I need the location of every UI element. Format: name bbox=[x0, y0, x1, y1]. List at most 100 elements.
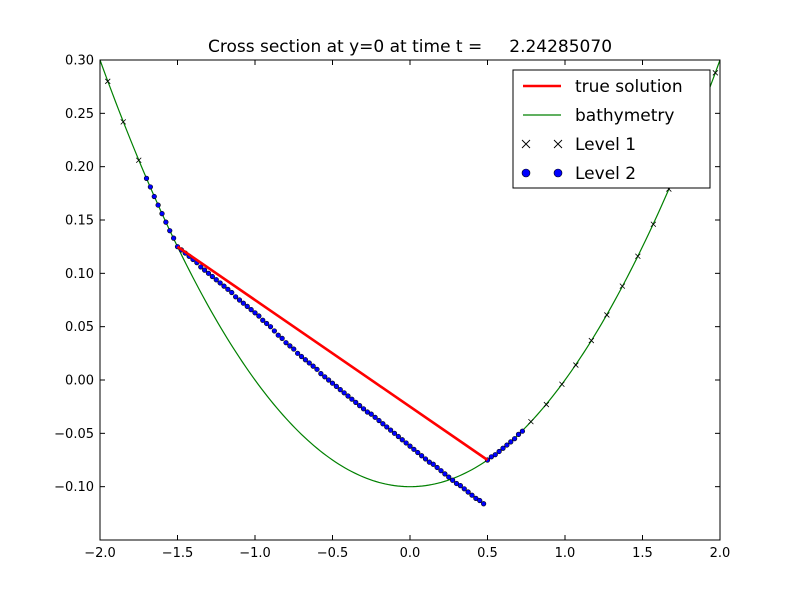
level-2-marker bbox=[233, 294, 239, 300]
legend-swatch-dot bbox=[553, 168, 563, 178]
level-2-marker bbox=[512, 436, 518, 442]
level-1-marker bbox=[543, 401, 550, 408]
level-2-marker bbox=[481, 501, 487, 507]
legend-swatch-x bbox=[521, 139, 531, 149]
level-2-marker bbox=[430, 461, 436, 467]
level-1-marker bbox=[650, 221, 657, 228]
level-2-marker bbox=[442, 471, 448, 477]
level-1-marker bbox=[635, 253, 641, 260]
level-2-marker bbox=[500, 445, 506, 451]
level-2-marker bbox=[322, 374, 328, 380]
level-2-marker bbox=[434, 464, 440, 471]
level-1-marker bbox=[135, 157, 142, 164]
level-2-marker bbox=[504, 442, 510, 448]
legend-box bbox=[512, 69, 711, 189]
level-2-marker bbox=[271, 328, 277, 334]
y-tick-label: 0.15 bbox=[65, 214, 94, 229]
level-2-marker bbox=[368, 411, 374, 417]
plot-area bbox=[100, 60, 720, 507]
level-2-marker bbox=[298, 353, 305, 360]
level-2-marker bbox=[395, 433, 401, 440]
x-tick-label: −0.5 bbox=[317, 546, 349, 561]
level-2-marker bbox=[372, 414, 378, 420]
level-2-marker bbox=[143, 175, 150, 181]
series-bathymetry-line bbox=[100, 60, 720, 488]
level-2-marker bbox=[260, 317, 266, 323]
legend-item: Level 2 bbox=[521, 164, 636, 184]
level-2-marker bbox=[376, 417, 382, 424]
y-tick-label: 0.05 bbox=[65, 320, 94, 335]
level-2-marker bbox=[508, 439, 514, 445]
level-2-marker bbox=[360, 406, 367, 412]
y-tick-label: 0.30 bbox=[65, 54, 94, 69]
y-tick-label: 0.00 bbox=[65, 374, 94, 389]
level-1-marker bbox=[528, 418, 534, 425]
level-2-marker bbox=[151, 193, 157, 200]
level-2-marker bbox=[391, 430, 398, 436]
level-2-marker bbox=[461, 486, 467, 492]
level-2-marker bbox=[256, 313, 262, 319]
y-tick-label: −0.10 bbox=[54, 480, 94, 495]
level-2-marker bbox=[295, 350, 301, 356]
level-2-marker bbox=[306, 360, 312, 366]
level-2-marker bbox=[167, 228, 173, 234]
legend-label: Level 2 bbox=[575, 164, 636, 184]
level-2-marker bbox=[209, 273, 215, 280]
level-2-marker bbox=[399, 437, 405, 443]
level-2-marker bbox=[345, 393, 351, 399]
level-1-marker bbox=[573, 362, 579, 368]
y-tick-label: 0.25 bbox=[65, 107, 94, 122]
level-2-marker bbox=[291, 346, 297, 352]
x-tick-label: 1.5 bbox=[632, 546, 653, 561]
legend-label: true solution bbox=[575, 77, 683, 97]
series-level-1 bbox=[104, 70, 719, 425]
y-tick-label: 0.10 bbox=[65, 267, 94, 282]
level-1-marker bbox=[619, 283, 626, 289]
level-2-marker bbox=[465, 489, 471, 495]
level-2-marker bbox=[198, 264, 204, 270]
level-2-marker bbox=[318, 371, 324, 377]
level-1-marker bbox=[559, 381, 565, 388]
clipped-series bbox=[100, 60, 720, 507]
level-2-marker bbox=[264, 320, 270, 327]
level-2-marker bbox=[205, 270, 212, 276]
x-tick-label: 2.0 bbox=[710, 546, 731, 561]
level-2-marker bbox=[279, 335, 285, 342]
level-2-marker bbox=[411, 446, 417, 452]
level-2-marker bbox=[159, 211, 165, 217]
level-2-marker bbox=[244, 303, 250, 310]
level-2-marker bbox=[364, 409, 370, 415]
level-2-marker bbox=[519, 428, 525, 434]
x-tick-label: −1.0 bbox=[239, 546, 271, 561]
level-2-marker bbox=[314, 366, 320, 372]
legend-item: true solution bbox=[523, 77, 683, 97]
level-2-marker bbox=[267, 324, 274, 330]
legend-swatch-x bbox=[553, 139, 563, 149]
level-2-marker bbox=[333, 383, 339, 390]
level-2-marker bbox=[353, 399, 359, 406]
level-1-marker bbox=[604, 312, 610, 318]
level-2-marker bbox=[419, 453, 425, 459]
level-2-marker bbox=[337, 387, 343, 393]
level-1-marker bbox=[104, 78, 111, 85]
level-1-marker bbox=[588, 337, 595, 344]
series-true-solution-line bbox=[176, 245, 489, 462]
level-2-marker bbox=[403, 440, 409, 446]
legend: true solution bathymetry Level 1 Level 2 bbox=[512, 69, 711, 189]
level-2-marker bbox=[287, 343, 293, 349]
series-level-2 bbox=[143, 175, 525, 507]
level-2-marker bbox=[438, 468, 444, 474]
level-1-marker bbox=[120, 119, 127, 125]
level-2-marker bbox=[202, 267, 208, 273]
level-2-marker bbox=[488, 454, 494, 460]
level-2-marker bbox=[492, 452, 498, 458]
level-2-marker bbox=[310, 363, 316, 369]
level-2-marker bbox=[422, 456, 429, 462]
level-2-marker bbox=[477, 497, 483, 504]
x-tick-label: 0.5 bbox=[477, 546, 498, 561]
level-2-marker bbox=[457, 483, 463, 489]
legend-item: Level 1 bbox=[521, 135, 636, 155]
level-2-marker bbox=[275, 332, 281, 338]
level-2-marker bbox=[349, 396, 355, 402]
level-2-marker bbox=[163, 219, 169, 225]
